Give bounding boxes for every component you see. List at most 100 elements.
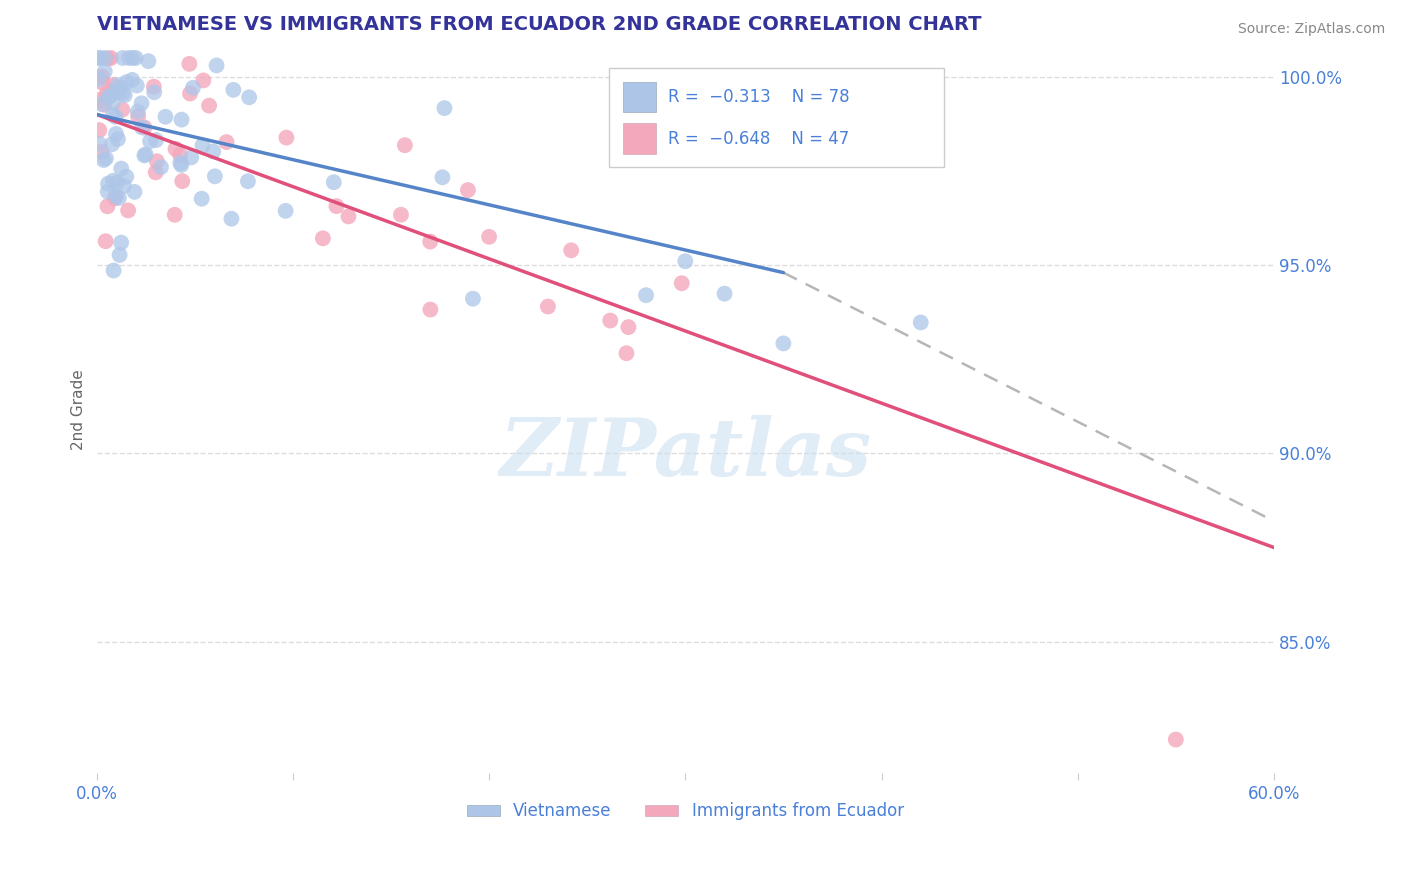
Point [111, 51, 134, 65]
Point [169, 156, 191, 170]
Point [89, 51, 111, 65]
Point [155, 110, 177, 124]
Point [337, 210, 360, 224]
Point [111, 103, 134, 117]
Point [107, 85, 129, 99]
Point [103, 85, 125, 99]
Point [634, 288, 657, 302]
Text: ZIPatlas: ZIPatlas [499, 415, 872, 492]
Point [110, 81, 132, 95]
Point [673, 254, 696, 268]
Point [89, 136, 111, 151]
Point [94, 64, 117, 78]
Point [125, 51, 148, 65]
Point [910, 315, 932, 329]
Point [100, 51, 122, 65]
Point [101, 95, 124, 110]
Point [193, 73, 215, 87]
Point [108, 191, 131, 205]
Point [104, 191, 127, 205]
Point [107, 78, 129, 92]
Point [461, 292, 484, 306]
Point [181, 80, 204, 95]
Point [616, 346, 638, 360]
Point [108, 248, 131, 262]
Point [112, 179, 135, 194]
Point [432, 170, 454, 185]
Point [274, 203, 297, 218]
Point [134, 148, 156, 162]
Point [215, 135, 238, 149]
Point [170, 112, 193, 127]
Point [121, 73, 143, 87]
Point [143, 85, 166, 99]
Point [131, 96, 153, 111]
Point [394, 138, 416, 153]
Point [89, 123, 111, 137]
Point [190, 192, 212, 206]
Legend: Vietnamese, Immigrants from Ecuador: Vietnamese, Immigrants from Ecuador [460, 796, 911, 827]
Point [180, 150, 202, 164]
Point [165, 142, 187, 156]
Point [389, 208, 412, 222]
Point [222, 83, 245, 97]
Point [96, 87, 118, 101]
Point [322, 175, 344, 189]
Point [145, 165, 167, 179]
Point [107, 132, 129, 146]
Bar [623, 123, 655, 153]
Point [104, 110, 127, 124]
Point [115, 169, 138, 184]
Point [117, 203, 139, 218]
Point [90, 145, 112, 159]
Point [103, 263, 125, 277]
Point [90, 97, 112, 112]
Point [87, 51, 110, 65]
Text: R =  −0.648    N = 47: R = −0.648 N = 47 [668, 130, 849, 148]
Point [127, 104, 149, 119]
Point [713, 286, 735, 301]
Point [135, 147, 157, 161]
Point [138, 54, 160, 69]
Point [98, 89, 121, 103]
FancyBboxPatch shape [609, 69, 945, 167]
Point [94, 51, 117, 65]
Point [236, 174, 259, 188]
Point [419, 302, 441, 317]
Point [97, 185, 120, 199]
Point [204, 169, 226, 184]
Point [149, 160, 172, 174]
Point [94, 151, 117, 165]
Point [671, 277, 693, 291]
Point [101, 108, 124, 122]
Point [221, 211, 243, 226]
Point [94, 234, 117, 248]
Point [276, 130, 298, 145]
Point [127, 109, 149, 123]
Point [169, 148, 191, 162]
Point [478, 229, 501, 244]
Point [105, 176, 128, 190]
Point [560, 244, 582, 258]
Point [617, 320, 640, 334]
Y-axis label: 2nd Grade: 2nd Grade [72, 369, 86, 450]
Point [179, 57, 201, 71]
Point [101, 137, 124, 152]
Point [205, 58, 228, 72]
Text: Source: ZipAtlas.com: Source: ZipAtlas.com [1237, 22, 1385, 37]
Point [325, 199, 347, 213]
Point [118, 51, 141, 65]
Point [110, 235, 132, 250]
Point [111, 87, 134, 101]
Point [198, 98, 221, 112]
Point [238, 90, 260, 104]
Point [312, 231, 335, 245]
Point [772, 336, 794, 351]
Point [457, 183, 479, 197]
Point [145, 133, 167, 147]
Point [121, 51, 143, 65]
Point [179, 87, 201, 101]
Point [170, 158, 193, 172]
Point [142, 79, 165, 94]
Point [599, 313, 621, 327]
